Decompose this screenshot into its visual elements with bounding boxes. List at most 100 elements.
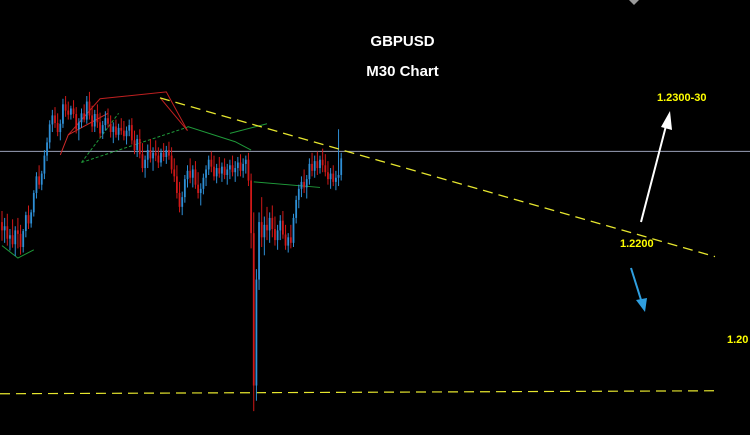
candle	[213, 155, 215, 181]
candle	[297, 184, 300, 209]
candle-body	[165, 150, 168, 157]
candle-body	[335, 177, 337, 182]
candle-body	[178, 192, 181, 207]
candle	[189, 158, 192, 184]
candle	[146, 144, 149, 169]
candle-body	[276, 230, 279, 241]
pattern-line-green	[253, 181, 321, 188]
candle-body	[157, 155, 160, 163]
candle	[210, 151, 213, 173]
candle	[242, 158, 245, 178]
candle-body	[191, 169, 194, 178]
candle-body	[152, 152, 154, 159]
candle	[112, 122, 115, 144]
candle	[340, 152, 343, 181]
candle	[30, 209, 33, 228]
candle	[234, 161, 237, 182]
candle-body	[236, 162, 239, 169]
candle-body	[32, 192, 35, 213]
candle	[186, 165, 189, 188]
candle	[194, 161, 197, 189]
candle-body	[308, 163, 311, 180]
candle-body	[115, 126, 117, 135]
candle	[149, 138, 152, 163]
candle-body	[117, 127, 120, 135]
candle	[70, 105, 72, 120]
pattern-line-green	[81, 113, 119, 163]
candle-body	[83, 113, 86, 120]
candle-body	[80, 113, 83, 123]
candle	[138, 129, 141, 159]
candle-body	[313, 161, 316, 171]
candle-body	[337, 174, 340, 178]
candle-body	[250, 180, 252, 234]
candle-body	[125, 130, 128, 137]
candle-body	[229, 165, 231, 170]
chart-title: GBPUSD	[370, 33, 435, 50]
candle	[178, 181, 181, 213]
candle	[101, 120, 104, 139]
candle	[165, 145, 168, 164]
candle-body	[274, 228, 276, 241]
up-arrow-shaft	[640, 121, 668, 223]
candle-body	[54, 115, 56, 124]
candle	[51, 109, 54, 133]
candle	[236, 156, 239, 177]
candle-body	[24, 215, 27, 232]
candle-body	[19, 233, 22, 248]
candle-body	[239, 162, 242, 171]
candle-body	[260, 222, 263, 238]
candle-body	[329, 173, 332, 180]
candle-body	[141, 154, 144, 169]
candle-body	[62, 104, 64, 124]
candle	[335, 170, 337, 191]
candle-body	[332, 173, 335, 182]
candle	[32, 190, 35, 217]
support-label: 1.20	[727, 334, 749, 346]
candle-body	[168, 150, 170, 156]
candle	[157, 147, 160, 169]
candle	[295, 195, 298, 224]
candle-body	[130, 125, 133, 141]
candle-body	[311, 163, 313, 171]
candle-body	[1, 222, 3, 231]
candle	[337, 129, 340, 187]
resistance-trendline	[159, 97, 716, 258]
candle	[282, 210, 284, 239]
candle	[316, 151, 319, 175]
candle	[109, 115, 112, 138]
candle	[252, 212, 255, 412]
chart-subtitle: M30 Chart	[366, 63, 439, 80]
candle-body	[231, 165, 234, 173]
candle	[1, 210, 3, 241]
candle	[271, 205, 274, 238]
target-up-label: 1.2300-30	[657, 92, 707, 104]
candle-body	[303, 181, 305, 188]
candle	[303, 169, 305, 193]
candle	[152, 147, 154, 171]
candle-body	[48, 124, 51, 143]
candle-body	[59, 123, 62, 133]
candle	[239, 154, 242, 177]
candle	[274, 216, 276, 246]
candle	[207, 155, 210, 175]
candle-body	[223, 166, 226, 175]
candle	[125, 126, 128, 145]
candle	[17, 217, 19, 249]
candle	[128, 119, 131, 137]
candle-body	[181, 197, 184, 207]
candle-body	[271, 217, 274, 229]
candle-body	[186, 170, 189, 180]
candle	[244, 155, 247, 174]
candle	[27, 205, 30, 229]
candle-body	[51, 115, 54, 125]
candle-body	[202, 177, 205, 189]
candle	[117, 123, 120, 141]
candle-body	[226, 169, 229, 175]
candle-body	[218, 168, 221, 174]
candle-body	[123, 130, 125, 137]
candle-body	[266, 224, 268, 231]
candle-body	[255, 279, 258, 386]
candle	[305, 174, 308, 199]
